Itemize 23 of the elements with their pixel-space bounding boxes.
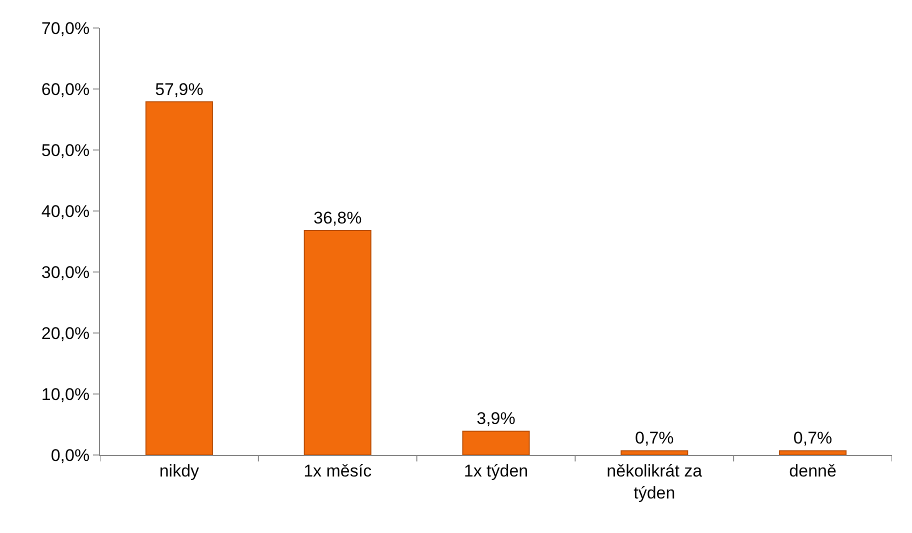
x-tick-label: nikdy bbox=[159, 461, 200, 480]
x-tick-label: denně bbox=[789, 461, 836, 480]
y-tick-label: 10,0% bbox=[41, 384, 90, 404]
bar bbox=[779, 450, 847, 455]
bar bbox=[145, 101, 213, 455]
data-label: 36,8% bbox=[314, 208, 362, 228]
y-tick-label: 20,0% bbox=[41, 324, 90, 343]
y-tick-label: 60,0% bbox=[41, 80, 90, 99]
data-label: 0,7% bbox=[793, 428, 832, 448]
bar bbox=[462, 430, 530, 455]
x-tick-label: několikrát za týden bbox=[606, 461, 703, 502]
x-tick-label: 1x měsíc bbox=[304, 461, 372, 480]
y-tick-label: 40,0% bbox=[41, 202, 90, 221]
x-tick-label: 1x týden bbox=[464, 461, 528, 480]
data-label: 0,7% bbox=[635, 428, 674, 448]
bar bbox=[620, 450, 688, 455]
y-tick-label: 30,0% bbox=[41, 262, 90, 282]
y-tick-label: 50,0% bbox=[41, 140, 90, 160]
bar bbox=[304, 230, 372, 455]
y-tick-label: 0,0% bbox=[50, 446, 90, 465]
data-label: 57,9% bbox=[155, 80, 204, 99]
y-tick-label: 70,0% bbox=[41, 18, 90, 38]
data-label: 3,9% bbox=[476, 409, 516, 428]
